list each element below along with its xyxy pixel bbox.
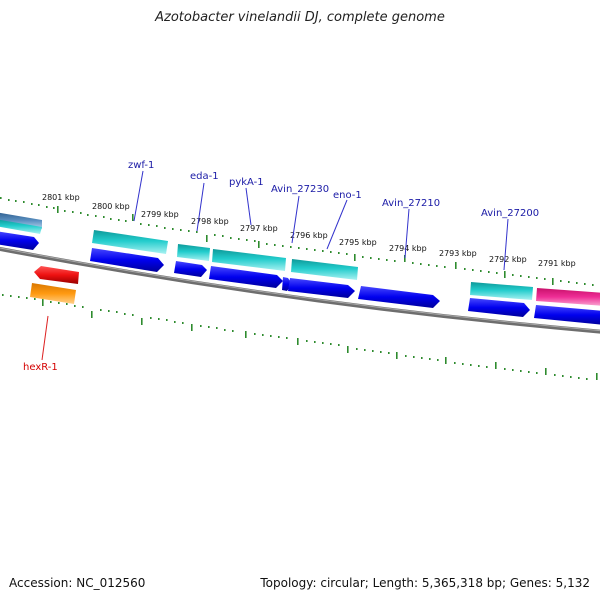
scale-label-2793: 2793 kbp xyxy=(439,249,477,258)
scale-label-2791: 2791 kbp xyxy=(538,259,576,268)
gene-feature-eno[interactable] xyxy=(291,259,358,280)
cds-track xyxy=(0,231,600,325)
cds-feature-left[interactable] xyxy=(0,231,39,250)
gene-feature-pyka[interactable] xyxy=(212,249,286,271)
cds-feature-right[interactable] xyxy=(534,305,600,325)
gene-label-hexr[interactable]: hexR-1 xyxy=(23,362,58,373)
cds-feature-avin27200[interactable] xyxy=(468,298,530,317)
scale-label-2796: 2796 kbp xyxy=(290,231,328,240)
genome-backbone xyxy=(0,246,600,334)
leader-eno xyxy=(326,199,348,250)
reverse-strand-track xyxy=(30,266,79,304)
topology-text: Topology: circular; Length: 5,365,318 bp… xyxy=(260,576,590,590)
gene-label-avin27210[interactable]: Avin_27210 xyxy=(382,198,440,209)
gene-label-eda[interactable]: eda-1 xyxy=(190,171,219,182)
cds-feature-pyka[interactable] xyxy=(209,266,283,288)
scale-label-2801: 2801 kbp xyxy=(42,193,80,202)
gene-feature-steel[interactable] xyxy=(0,212,42,229)
scale-label-2795: 2795 kbp xyxy=(339,238,377,247)
cds-feature-eda[interactable] xyxy=(174,261,207,277)
leader-avin27200 xyxy=(503,218,509,271)
scale-label-2799: 2799 kbp xyxy=(141,210,179,219)
gene-track xyxy=(0,212,600,306)
scale-label-2797: 2797 kbp xyxy=(240,224,278,233)
scale-label-2798: 2798 kbp xyxy=(191,217,229,226)
leader-avin27210 xyxy=(404,208,410,259)
gene-feature-left[interactable] xyxy=(0,219,42,234)
leader-eda xyxy=(196,182,205,232)
outer-tick-track xyxy=(0,197,594,286)
cds-feature-avin27220[interactable] xyxy=(358,286,440,308)
gene-feature-avin27200[interactable] xyxy=(470,282,533,300)
cds-feature-eno[interactable] xyxy=(288,278,355,298)
leader-hexr xyxy=(41,315,49,361)
scale-label-2794: 2794 kbp xyxy=(389,244,427,253)
gene-feature-zwf[interactable] xyxy=(92,230,168,254)
leader-zwf xyxy=(133,170,144,222)
cds-feature-zwf[interactable] xyxy=(90,248,164,272)
leader-avin27230 xyxy=(291,195,300,244)
gene-label-avin27230[interactable]: Avin_27230 xyxy=(271,184,329,195)
gene-label-eno[interactable]: eno-1 xyxy=(333,190,362,201)
gene-feature-hexr[interactable] xyxy=(30,283,76,304)
gene-label-zwf[interactable]: zwf-1 xyxy=(128,160,154,171)
accession-text: Accession: NC_012560 xyxy=(9,576,146,590)
genome-title: Azotobacter vinelandii DJ, complete geno… xyxy=(155,10,445,25)
gene-feature-eda[interactable] xyxy=(177,244,210,261)
scale-label-2792: 2792 kbp xyxy=(489,255,527,264)
genome-backbone-highlight xyxy=(0,247,600,332)
gene-label-avin27200[interactable]: Avin_27200 xyxy=(481,208,539,219)
gene-label-pyka[interactable]: pykA-1 xyxy=(229,177,264,188)
label-leader-lines xyxy=(41,170,509,361)
gene-feature-highlight[interactable] xyxy=(536,288,600,306)
leader-pyka xyxy=(245,187,252,226)
gene-labels: zwf-1 eda-1 pykA-1 Avin_27230 eno-1 Avin… xyxy=(23,160,539,373)
scale-labels: 2801 kbp 2800 kbp 2799 kbp 2798 kbp 2797… xyxy=(42,193,576,268)
scale-label-2800: 2800 kbp xyxy=(92,202,130,211)
cds-feature-hexr[interactable] xyxy=(34,266,79,284)
inner-tick-track xyxy=(2,294,598,380)
